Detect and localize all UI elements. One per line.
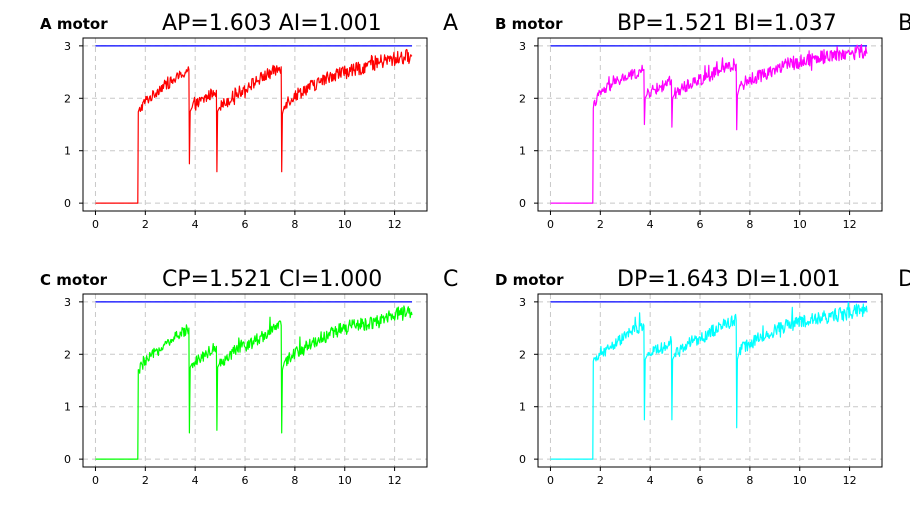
x-tick-label: 8 (291, 474, 298, 487)
y-tick-label: 2 (64, 348, 71, 361)
x-tick-label: 10 (338, 474, 352, 487)
x-tick-label: 12 (843, 474, 857, 487)
y-tick-label: 3 (519, 40, 526, 53)
y-tick-label: 3 (64, 40, 71, 53)
x-tick-label: 12 (388, 218, 402, 231)
y-tick-label: 0 (64, 453, 71, 466)
plot-frame (82, 37, 428, 212)
motor-tag-label: A (443, 11, 458, 36)
y-tick-label: 2 (519, 348, 526, 361)
motor-b-chart-panel: B motor BP=1.521 BI=1.037 B 0 2 4 6 8 10 12 0 1 2 3 (455, 0, 910, 256)
x-tick-label: 10 (793, 474, 807, 487)
motor-a-chart-panel: A motor AP=1.603 AI=1.001 A 0 2 4 6 8 10 12 0 1 2 3 (0, 0, 458, 256)
motor-tag-label: B (898, 11, 910, 36)
y-tick-label: 3 (519, 296, 526, 309)
x-tick-label: 0 (547, 474, 554, 487)
x-tick-label: 4 (647, 218, 654, 231)
x-tick-label: 6 (242, 218, 249, 231)
x-tick-label: 4 (192, 474, 199, 487)
motor-label: B motor (495, 15, 563, 33)
motor-tag-label: C (443, 267, 458, 292)
y-tick-label: 0 (64, 197, 71, 210)
x-tick-label: 4 (647, 474, 654, 487)
response-trace (550, 301, 868, 460)
x-tick-label: 0 (547, 218, 554, 231)
x-tick-label: 0 (92, 218, 99, 231)
y-tick-label: 1 (64, 145, 71, 158)
y-tick-label: 1 (64, 401, 71, 414)
x-tick-label: 6 (242, 474, 249, 487)
x-tick-label: 8 (291, 218, 298, 231)
y-tick-label: 2 (519, 92, 526, 105)
plot-frame (82, 293, 428, 468)
plot-frame (537, 293, 883, 468)
x-tick-label: 12 (388, 474, 402, 487)
x-tick-label: 12 (843, 218, 857, 231)
x-tick-label: 10 (793, 218, 807, 231)
motor-c-chart-panel: C motor CP=1.521 CI=1.000 C 0 2 4 6 8 10 12 0 1 2 3 (0, 256, 458, 512)
motor-d-chart-panel: D motor DP=1.643 DI=1.001 D 0 2 4 6 8 10 12 0 1 2 3 (455, 256, 910, 512)
x-tick-label: 2 (597, 218, 604, 231)
x-tick-label: 2 (142, 474, 149, 487)
x-tick-label: 8 (746, 474, 753, 487)
plot-frame (537, 37, 883, 212)
y-tick-label: 1 (519, 145, 526, 158)
x-tick-label: 4 (192, 218, 199, 231)
y-tick-label: 0 (519, 197, 526, 210)
x-tick-label: 6 (697, 474, 704, 487)
y-tick-label: 2 (64, 92, 71, 105)
pi-params-label: BP=1.521 BI=1.037 (617, 11, 837, 36)
motor-label: D motor (495, 271, 564, 289)
motor-label: A motor (40, 15, 108, 33)
x-tick-label: 2 (142, 218, 149, 231)
pi-params-label: CP=1.521 CI=1.000 (162, 267, 382, 292)
x-tick-label: 6 (697, 218, 704, 231)
x-tick-label: 2 (597, 474, 604, 487)
x-tick-label: 8 (746, 218, 753, 231)
response-trace (95, 305, 413, 460)
y-tick-label: 1 (519, 401, 526, 414)
response-trace (550, 43, 868, 204)
y-tick-label: 3 (64, 296, 71, 309)
motor-tag-label: D (898, 267, 910, 292)
pi-params-label: AP=1.603 AI=1.001 (162, 11, 382, 36)
x-tick-label: 10 (338, 218, 352, 231)
motor-label: C motor (40, 271, 108, 289)
y-tick-label: 0 (519, 453, 526, 466)
pi-params-label: DP=1.643 DI=1.001 (617, 267, 840, 292)
x-tick-label: 0 (92, 474, 99, 487)
response-trace (95, 48, 413, 204)
